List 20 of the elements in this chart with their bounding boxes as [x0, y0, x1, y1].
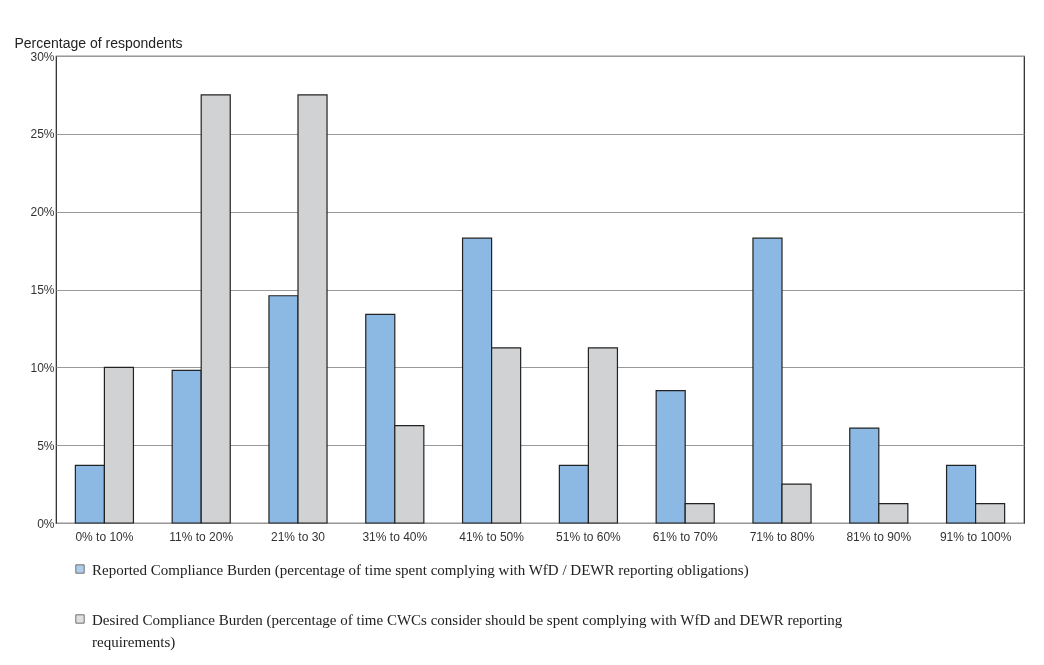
y-tick-label: 25%: [30, 127, 55, 142]
x-tick-label: 21% to 30: [270, 529, 326, 544]
legend-label: Desired Compliance Burden (percentage of time CWCs consider should be spent complying with WfD and DEWR reporting requirements): [92, 612, 843, 651]
x-tick-label: 51% to 60%: [556, 529, 622, 544]
y-tick-label: 0%: [37, 516, 55, 531]
x-tick-label: 61% to 70%: [652, 529, 718, 544]
x-tick-label: 91% to 100%: [939, 529, 1012, 544]
x-tick-label: 31% to 40%: [362, 529, 428, 544]
x-tick-label: 71% to 80%: [749, 529, 815, 544]
x-tick-label: 41% to 50%: [459, 529, 525, 544]
x-tick-label: 0% to 10%: [75, 529, 134, 544]
y-tick-label: 30%: [30, 49, 55, 64]
x-tick-label: 81% to 90%: [846, 529, 912, 544]
y-tick-label: 5%: [37, 438, 55, 453]
y-tick-label: 15%: [30, 283, 55, 297]
y-tick-label: 10%: [30, 360, 55, 375]
x-tick-label: 11% to 20%: [169, 529, 234, 544]
legend-label: Reported Compliance Burden (percentage of time spent complying with WfD / DEWR reporting obligations): [92, 562, 749, 579]
y-tick-label: 20%: [30, 205, 55, 220]
y-axis-title: Percentage of respondents: [14, 34, 183, 51]
